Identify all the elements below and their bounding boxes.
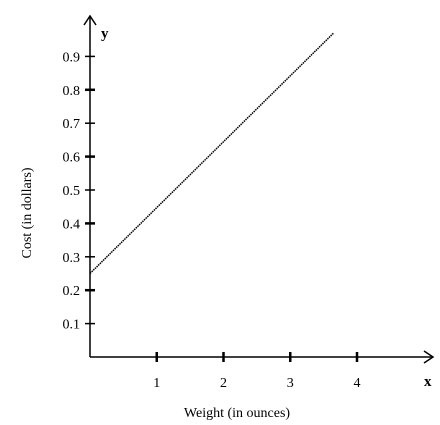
y-tick-label: 0.6 [63,151,81,166]
y-tick-label: 0.9 [63,50,81,65]
x-tick-label: 2 [220,376,227,391]
y-tick-label: 0.5 [63,184,81,199]
x-axis-letter: x [424,374,432,390]
y-tick-label: 0.1 [63,318,81,333]
x-axis-arrow [423,350,435,364]
y-ticks: 0.1 0.2 0.3 0.4 0.5 0.6 0.7 0.8 0.9 [63,50,95,333]
y-tick-label: 0.2 [63,284,81,299]
y-axis-letter: y [101,26,109,42]
x-ticks: 1 2 3 4 [153,352,361,391]
y-tick-label: 0.4 [63,217,81,232]
x-tick-label: 3 [287,376,294,391]
y-axis-title: Cost (in dollars) [20,167,35,258]
x-axis-title: Weight (in ounces) [184,406,291,421]
x-tick-label: 1 [153,376,160,391]
cost-line [89,32,335,275]
axes [83,14,435,364]
series-layer [89,32,335,275]
y-tick-label: 0.7 [63,117,81,132]
x-tick-label: 4 [354,376,361,391]
y-axis-arrow [83,14,97,26]
y-tick-label: 0.8 [63,84,81,99]
y-tick-label: 0.3 [63,251,81,266]
